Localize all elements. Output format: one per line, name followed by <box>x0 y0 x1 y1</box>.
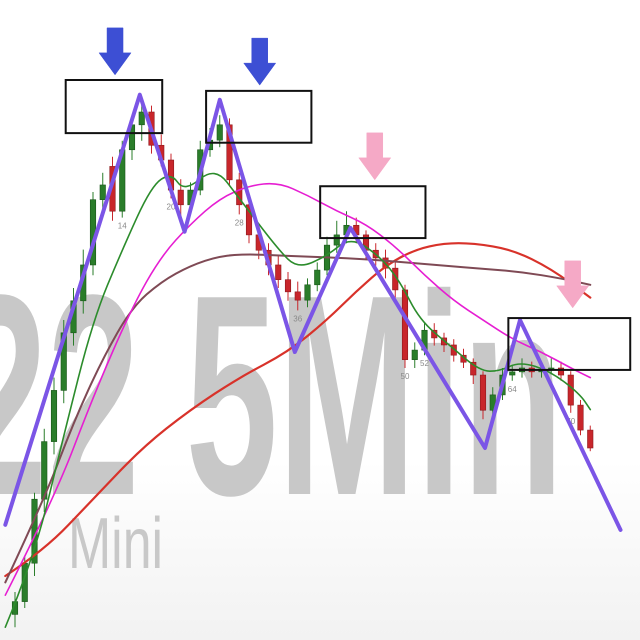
candle <box>304 278 311 308</box>
bar-number-label: 52 <box>420 359 429 368</box>
candle <box>284 272 292 301</box>
annotation-arrows <box>98 27 590 309</box>
candle-body <box>99 184 106 200</box>
candle-body <box>450 344 457 356</box>
annotation-box <box>205 89 313 144</box>
candle <box>401 284 409 368</box>
bar-number-label: 36 <box>293 314 302 323</box>
annotation-boxes <box>64 79 632 371</box>
candle <box>411 342 418 368</box>
candle-body <box>226 124 233 181</box>
bar-number-labels: 14 20 28 36 50 52 64 70 <box>118 202 576 425</box>
moving-average-line <box>4 182 592 596</box>
candle-body <box>567 374 574 406</box>
candle <box>567 371 574 413</box>
moving-average-line <box>4 253 592 584</box>
candle-body <box>41 441 48 500</box>
candle-body <box>275 264 282 280</box>
down-arrow-icon <box>98 27 132 76</box>
annotation-box <box>507 317 632 371</box>
candle-body <box>509 371 516 376</box>
candle-body <box>577 404 584 431</box>
candle <box>587 425 594 452</box>
candle-body <box>557 367 565 376</box>
candles <box>11 99 594 628</box>
candle <box>275 256 282 288</box>
down-arrow-icon <box>358 132 392 181</box>
candle <box>50 377 58 455</box>
watermark-instrument-text: Mini <box>68 504 164 584</box>
candle-body <box>587 429 594 449</box>
candle-body <box>284 279 292 293</box>
bar-number-label: 50 <box>401 372 410 381</box>
bar-number-label: 70 <box>566 417 575 426</box>
candle-body <box>304 284 311 301</box>
candle <box>470 358 477 384</box>
candle-body <box>138 111 145 126</box>
candle <box>518 358 526 378</box>
down-arrow-icon <box>243 37 277 86</box>
candle-body <box>50 390 58 442</box>
candle <box>509 364 516 381</box>
candle <box>236 172 243 215</box>
down-arrow-icon <box>556 260 590 309</box>
bar-number-label: 28 <box>235 218 244 227</box>
candle-body <box>470 361 477 376</box>
candle <box>479 371 487 420</box>
candle-body <box>411 349 418 360</box>
candle-body <box>333 234 340 246</box>
bar-number-label: 64 <box>508 385 517 394</box>
candle <box>557 361 565 381</box>
bar-number-label: 14 <box>118 222 127 231</box>
candle <box>294 281 301 311</box>
candle-body <box>401 289 409 360</box>
candle-body <box>314 269 321 286</box>
candle-body <box>177 189 184 206</box>
moving-average-lines <box>4 172 592 628</box>
candle <box>450 339 457 362</box>
moving-average-line <box>4 242 592 578</box>
candle-body <box>216 124 223 141</box>
candle <box>577 400 584 436</box>
candle <box>314 262 321 292</box>
candle-body <box>294 291 301 301</box>
annotation-box <box>319 185 427 240</box>
moving-average-line <box>4 172 592 628</box>
candle-body <box>236 179 243 206</box>
candle-body <box>479 374 487 411</box>
bar-number-label: 20 <box>167 202 176 211</box>
annotation-box <box>64 79 164 135</box>
